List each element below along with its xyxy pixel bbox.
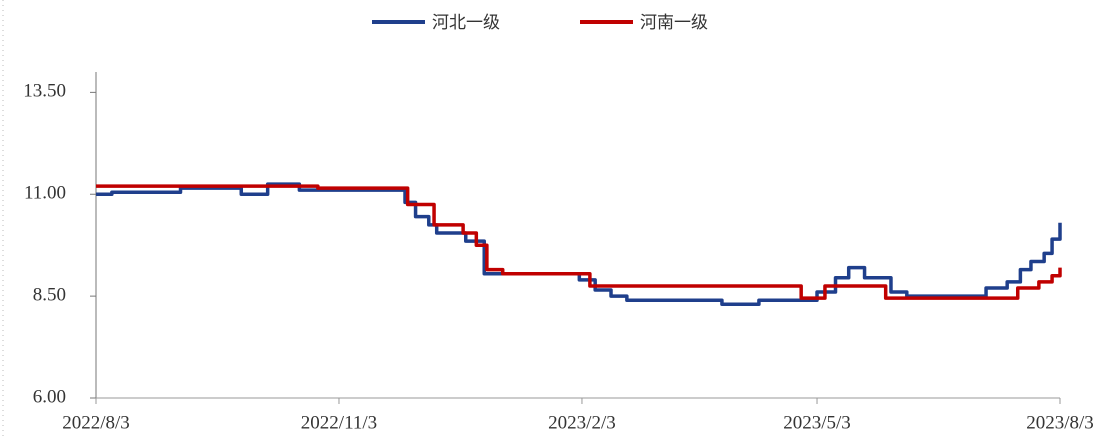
y-tick-label: 8.50 (33, 284, 66, 305)
x-tick-label: 2023/2/3 (548, 412, 616, 433)
x-tick-label: 2023/8/3 (1026, 412, 1094, 433)
x-tick-label: 2022/8/3 (62, 412, 130, 433)
y-tick-label: 11.00 (24, 183, 66, 204)
x-tick-label: 2022/11/3 (301, 412, 377, 433)
series-line (96, 182, 1062, 307)
legend-label: 河北一级 (432, 13, 500, 33)
y-tick-label: 6.00 (33, 386, 66, 407)
x-tick-label: 2023/5/3 (783, 412, 851, 433)
y-tick-label: 13.50 (23, 81, 66, 102)
legend-label: 河南一级 (640, 13, 708, 33)
series-line (96, 184, 1062, 300)
